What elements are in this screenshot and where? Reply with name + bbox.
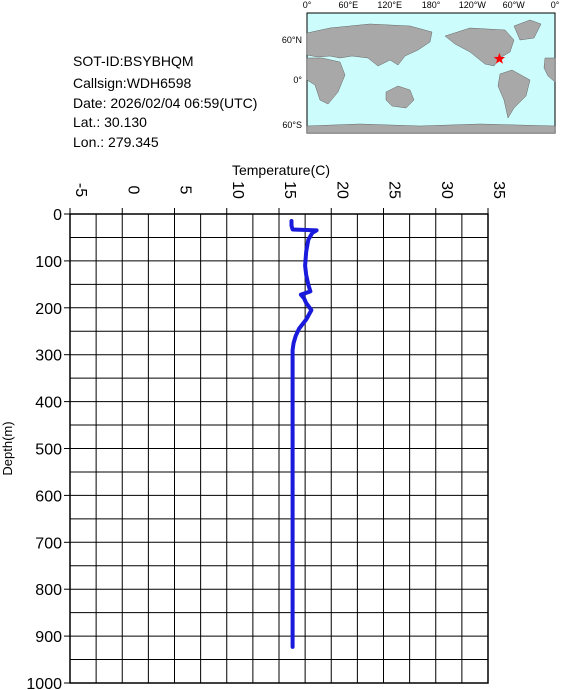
y-tick-label: 200 bbox=[35, 301, 62, 318]
plot-frame bbox=[69, 213, 489, 684]
y-tick-label: 500 bbox=[35, 442, 62, 459]
map bbox=[306, 12, 556, 134]
y-tick-label: 300 bbox=[35, 348, 62, 365]
map-lat-label: 60°S bbox=[282, 120, 302, 130]
y-tick-label: 100 bbox=[35, 254, 62, 271]
x-tick-label: 10 bbox=[229, 181, 246, 199]
x-tick-label: 5 bbox=[177, 186, 194, 195]
map-lon-label: 0° bbox=[551, 0, 560, 10]
y-tick-label: 600 bbox=[35, 488, 62, 505]
y-tick-label: 900 bbox=[35, 629, 62, 646]
x-tick-label: 0 bbox=[124, 186, 141, 195]
longitude: Lon.: 279.345 bbox=[73, 134, 159, 150]
x-tick-label: 25 bbox=[386, 181, 403, 199]
x-tick-label: 30 bbox=[438, 181, 455, 199]
continents bbox=[306, 19, 556, 134]
info-block: SOT-ID:BSYBHQM Callsign:WDH6598 Date: 20… bbox=[73, 53, 257, 150]
y-tick-label: 0 bbox=[53, 207, 62, 224]
x-axis-label: Temperature(C) bbox=[232, 162, 330, 178]
y-tick-label: 400 bbox=[35, 395, 62, 412]
map-lon-label: 120°E bbox=[377, 0, 402, 10]
x-tick-label: -5 bbox=[72, 183, 89, 197]
y-tick-label: 1000 bbox=[26, 676, 62, 690]
sot-id: SOT-ID:BSYBHQM bbox=[73, 53, 194, 69]
callsign: Callsign:WDH6598 bbox=[73, 75, 191, 91]
y-tick-label: 700 bbox=[35, 535, 62, 552]
latitude: Lat.: 30.130 bbox=[73, 114, 147, 130]
map-lon-label: 180° bbox=[422, 0, 441, 10]
x-tick-label: 20 bbox=[333, 181, 350, 199]
y-tick-label: 800 bbox=[35, 582, 62, 599]
map-lat-label: 60°N bbox=[282, 35, 302, 45]
map-lon-label: 60°W bbox=[503, 0, 526, 10]
temperature-profile bbox=[289, 219, 319, 649]
x-tick-label: 35 bbox=[490, 181, 507, 199]
map-lon-label: 0° bbox=[303, 0, 312, 10]
map-lon-label: 60°E bbox=[339, 0, 359, 10]
station-marker bbox=[493, 52, 506, 64]
y-axis-label: Depth(m) bbox=[0, 421, 15, 475]
map-lat-label: 0° bbox=[293, 75, 302, 85]
date: Date: 2026/02/04 06:59(UTC) bbox=[73, 95, 257, 111]
map-lon-label: 120°W bbox=[459, 0, 487, 10]
x-tick-label: 15 bbox=[281, 181, 298, 199]
